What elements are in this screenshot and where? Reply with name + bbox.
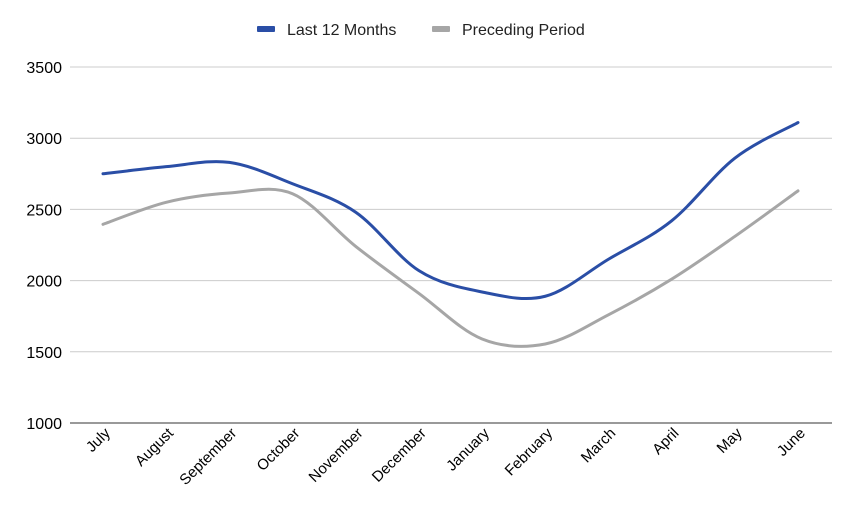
x-tick-label: September <box>176 425 240 489</box>
x-axis-tick-labels: July August September October November Decemb… <box>83 424 809 488</box>
legend: Last 12 Months Preceding Period <box>257 22 585 39</box>
x-tick-label: April <box>649 425 682 458</box>
series-layer <box>101 121 800 348</box>
x-tick-label: May <box>714 424 746 456</box>
legend-label: Preceding Period <box>462 22 585 39</box>
y-tick-label: 2000 <box>26 274 62 291</box>
x-tick-label: March <box>578 425 619 466</box>
y-tick-label: 3500 <box>26 60 62 77</box>
legend-label: Last 12 Months <box>287 22 396 39</box>
x-tick-label: November <box>306 425 367 486</box>
grid-layer <box>70 66 832 424</box>
x-tick-label: July <box>83 424 114 455</box>
x-tick-label: February <box>502 424 557 479</box>
x-tick-label: January <box>443 424 493 474</box>
y-tick-label: 2500 <box>26 202 62 219</box>
y-tick-label: 1500 <box>26 345 62 362</box>
series-line-last-12-months <box>101 121 800 301</box>
series-line-preceding-period <box>101 187 800 348</box>
y-axis-tick-labels: 1000 1500 2000 2500 3000 3500 <box>26 60 62 433</box>
legend-swatch <box>257 26 275 32</box>
x-tick-label: October <box>254 425 304 475</box>
x-tick-label: December <box>369 425 430 486</box>
y-tick-label: 1000 <box>26 416 62 433</box>
x-tick-label: June <box>774 425 809 460</box>
legend-swatch <box>432 26 450 32</box>
y-tick-label: 3000 <box>26 131 62 148</box>
x-tick-label: August <box>132 424 178 470</box>
